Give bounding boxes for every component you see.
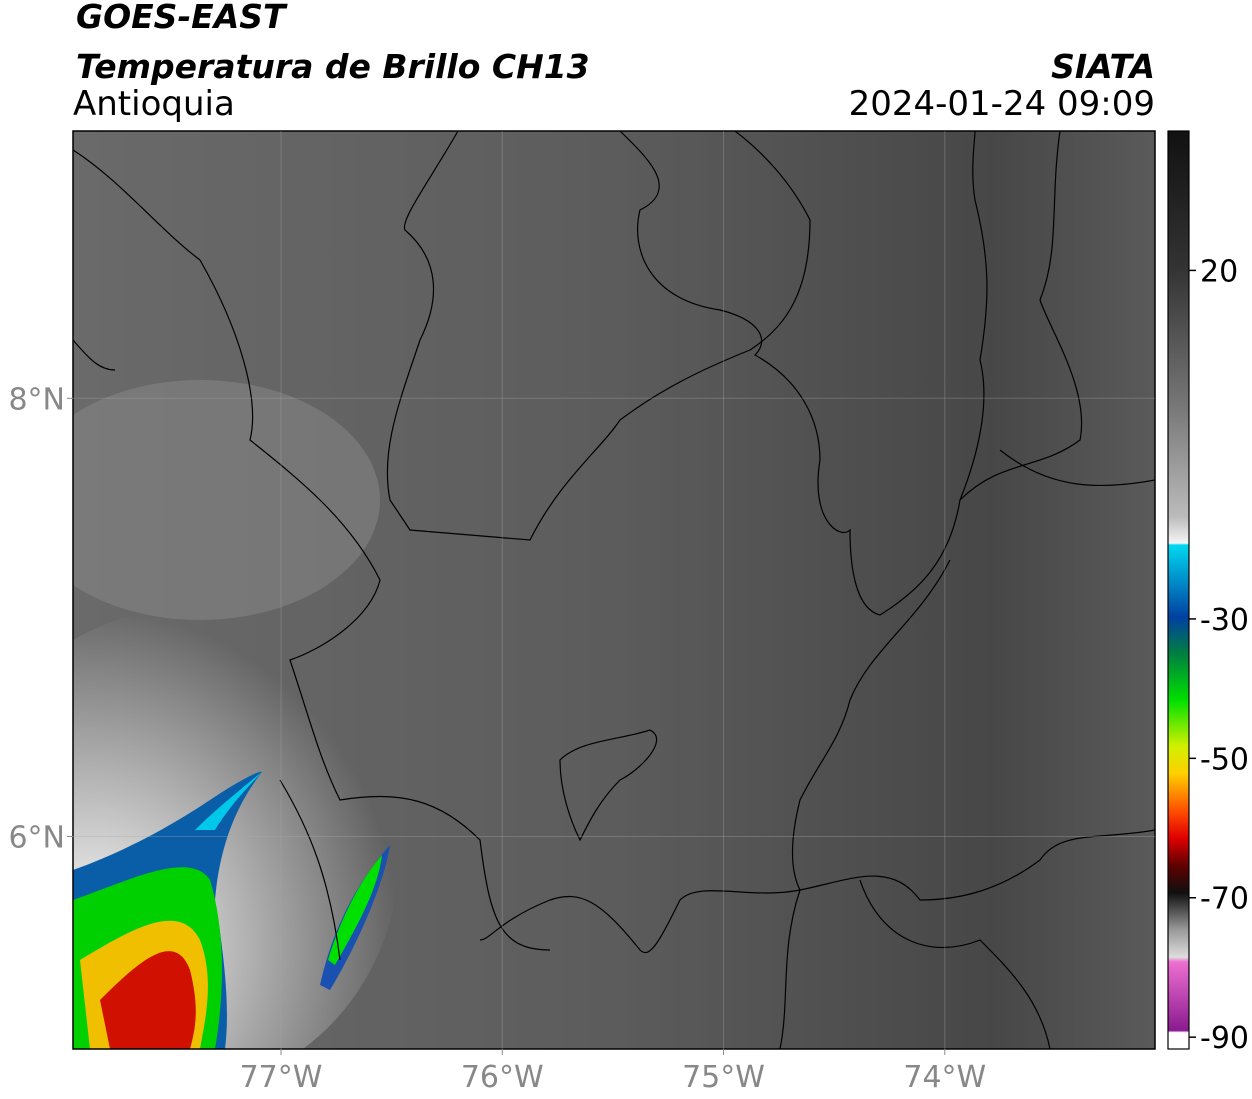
colorbar-tick-label: -70: [1200, 882, 1249, 917]
x-tick-label: 76°W: [461, 1060, 544, 1095]
y-tick-label: 8°N: [8, 382, 65, 417]
source: SIATA: [1051, 47, 1155, 86]
satellite-image: [73, 131, 1155, 1049]
colorbar-tick-label: -90: [1200, 1021, 1249, 1056]
x-tick-label: 74°W: [903, 1060, 986, 1095]
subtitle: Temperatura de Brillo CH13: [76, 47, 590, 86]
colorbar-tick-label: -50: [1200, 742, 1249, 777]
region: Antioquia: [73, 84, 235, 124]
datetime: 2024-01-24 09:09: [849, 84, 1155, 124]
colorbar-tick-label: 20: [1200, 254, 1238, 289]
map-frame: [72, 130, 1156, 1050]
x-tick-label: 77°W: [240, 1060, 323, 1095]
title: GOES-EAST: [76, 0, 288, 36]
y-tick-label: 6°N: [8, 820, 65, 855]
colorbar: [1167, 130, 1190, 1050]
x-tick-label: 75°W: [682, 1060, 765, 1095]
colorbar-tick-label: -30: [1200, 603, 1249, 638]
